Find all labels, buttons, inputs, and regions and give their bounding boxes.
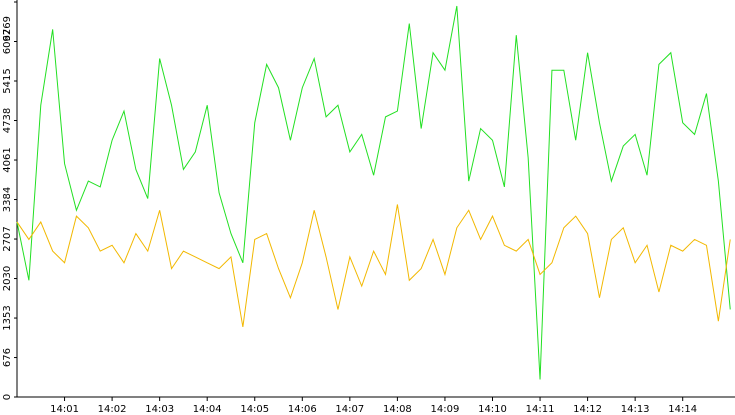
y-tick-label: 6092: [2, 29, 13, 54]
y-tick-label: 4061: [2, 147, 13, 172]
x-tick-label: 14:11: [526, 404, 555, 415]
y-tick-label: 1353: [2, 305, 13, 330]
x-tick-label: 14:04: [193, 404, 222, 415]
x-tick-label: 14:09: [431, 404, 460, 415]
y-tick-label: 2707: [2, 226, 13, 251]
x-tick-label: 14:13: [621, 404, 650, 415]
y-tick-label: 0: [2, 394, 13, 400]
y-tick-label: 676: [2, 348, 13, 367]
x-tick-label: 14:02: [98, 404, 127, 415]
series-line: [16, 5, 731, 380]
x-tick-label: 14:12: [573, 404, 602, 415]
x-tick-label: 14:14: [668, 404, 697, 415]
x-tick-label: 14:10: [478, 404, 507, 415]
y-tick-label: 4738: [2, 108, 13, 133]
x-tick-label: 14:06: [288, 404, 317, 415]
y-tick-label: 3384: [2, 187, 13, 212]
y-tick-label: 6769: [2, 16, 13, 41]
x-tick-label: 14:08: [383, 404, 412, 415]
x-tick-label: 14:03: [145, 404, 174, 415]
series-line: [16, 204, 731, 328]
x-tick-label: 14:01: [50, 404, 79, 415]
y-tick-label: 2030: [2, 266, 13, 291]
x-tick-label: 14:07: [335, 404, 364, 415]
x-tick-label: 14:05: [240, 404, 269, 415]
y-tick-label: 5415: [2, 68, 13, 93]
